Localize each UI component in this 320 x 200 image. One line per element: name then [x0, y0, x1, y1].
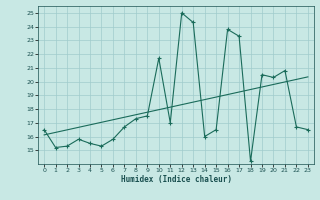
X-axis label: Humidex (Indice chaleur): Humidex (Indice chaleur): [121, 175, 231, 184]
